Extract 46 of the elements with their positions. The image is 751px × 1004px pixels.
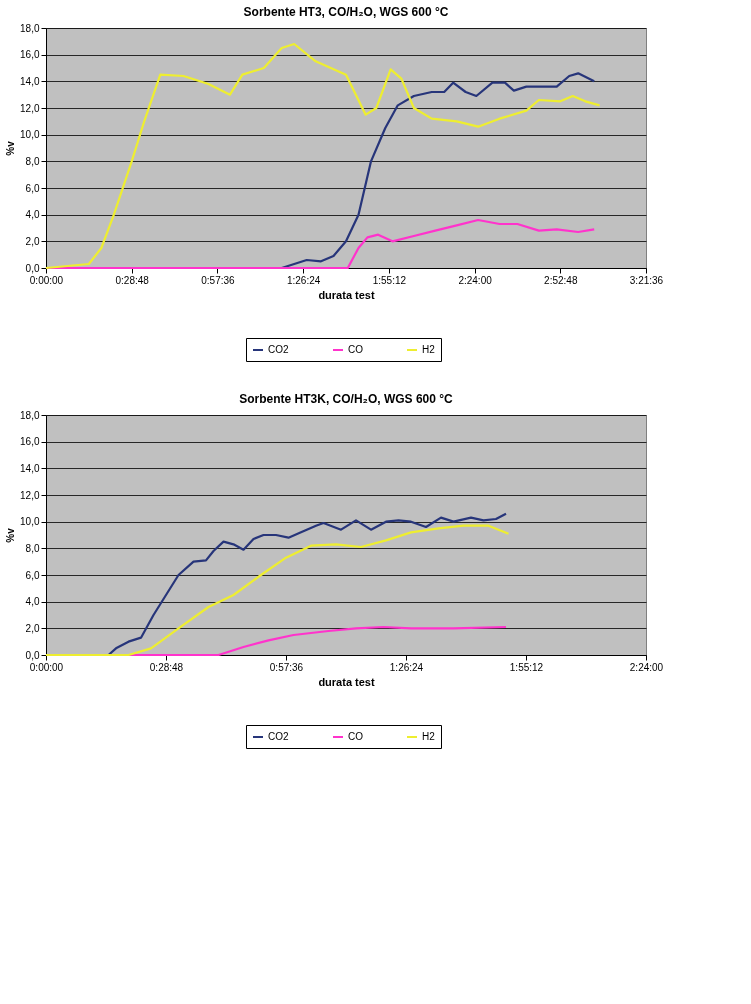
y-tick-label: 8,0 <box>25 542 40 554</box>
y-tick-label: 12,0 <box>20 102 40 114</box>
x-tick-label: 0:00:00 <box>29 274 64 286</box>
legend-label: H2 <box>422 344 436 355</box>
chart-title: Sorbente HT3, CO/H₂O, WGS 600 °C <box>243 5 449 19</box>
legend-label: CO2 <box>268 344 289 355</box>
x-tick-label: 1:26:24 <box>286 274 321 286</box>
legend-label: CO <box>348 731 364 742</box>
x-tick-label: 2:24:00 <box>458 274 493 286</box>
y-tick-label: 8,0 <box>25 155 40 167</box>
legend-label: CO <box>348 344 364 355</box>
y-tick-label: 12,0 <box>20 489 40 501</box>
y-tick-label: 6,0 <box>25 569 40 581</box>
x-tick-label: 1:55:12 <box>509 661 544 673</box>
y-tick-label: 4,0 <box>25 596 40 608</box>
y-tick-label: 0,0 <box>25 649 40 661</box>
x-tick-label: 1:55:12 <box>372 274 407 286</box>
x-tick-label: 1:26:24 <box>389 661 424 673</box>
legend-label: CO2 <box>268 731 289 742</box>
chart-title: Sorbente HT3K, CO/H₂O, WGS 600 °C <box>239 392 454 406</box>
legend-label: H2 <box>422 731 436 742</box>
x-axis-title: durata test <box>318 675 375 688</box>
x-tick-label: 3:21:36 <box>629 274 664 286</box>
y-tick-label: 14,0 <box>20 462 40 474</box>
x-tick-label: 0:57:36 <box>269 661 304 673</box>
y-tick-label: 10,0 <box>20 516 40 528</box>
y-tick-label: 18,0 <box>20 409 40 421</box>
y-axis-title: %v <box>5 140 17 156</box>
y-tick-label: 16,0 <box>20 49 40 61</box>
y-tick-label: 16,0 <box>20 436 40 448</box>
y-tick-label: 4,0 <box>25 209 40 221</box>
y-tick-label: 6,0 <box>25 182 40 194</box>
y-tick-label: 18,0 <box>20 22 40 34</box>
y-tick-label: 14,0 <box>20 75 40 87</box>
y-tick-label: 10,0 <box>20 129 40 141</box>
x-tick-label: 2:24:00 <box>629 661 664 673</box>
x-tick-label: 0:00:00 <box>29 661 64 673</box>
y-tick-label: 2,0 <box>25 235 40 247</box>
x-axis-title: durata test <box>318 288 375 301</box>
y-tick-label: 2,0 <box>25 622 40 634</box>
y-axis-title: %v <box>5 527 17 543</box>
x-tick-label: 0:28:48 <box>115 274 150 286</box>
y-tick-label: 0,0 <box>25 262 40 274</box>
x-tick-label: 0:57:36 <box>201 274 236 286</box>
x-tick-label: 2:52:48 <box>544 274 578 286</box>
x-tick-label: 0:28:48 <box>149 661 184 673</box>
